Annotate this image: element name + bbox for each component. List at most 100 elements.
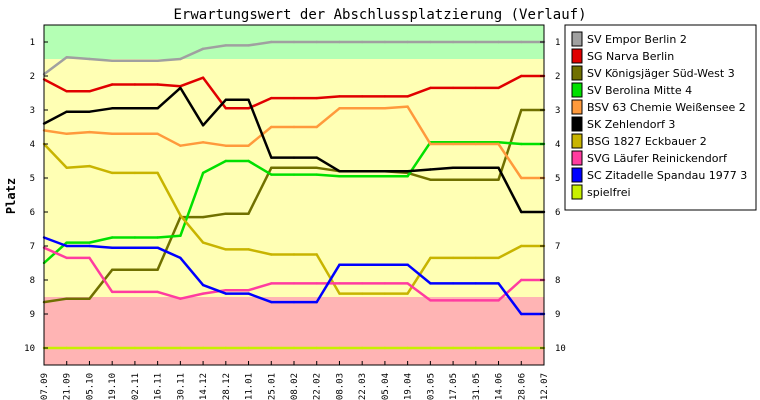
data-point-s7-5 (133, 171, 137, 175)
chart-title: Erwartungswert der Abschlussplatzierung … (173, 7, 586, 23)
data-point-s10-2 (65, 346, 68, 350)
data-point-s5-3 (88, 130, 91, 134)
data-point-s2-18 (429, 86, 432, 90)
y-tick-label-left-2: 2 (30, 72, 35, 82)
legend-swatch-10 (571, 184, 583, 200)
data-point-s9-9 (224, 292, 228, 295)
y-tick-label-left-8: 8 (30, 276, 35, 286)
data-point-s10-14 (338, 346, 341, 350)
data-point-s9-10 (247, 292, 250, 295)
data-point-s1-22 (520, 40, 523, 44)
data-point-s3-5 (133, 268, 137, 271)
y-ticks-right: 1 2 3 4 5 6 7 8 9 10 (540, 38, 566, 354)
data-point-s9-21 (497, 282, 500, 285)
data-point-s6-15 (360, 170, 364, 173)
data-point-s8-7 (179, 297, 182, 300)
data-point-s2-8 (201, 76, 205, 79)
data-point-s3-3 (88, 297, 91, 300)
x-tick-label-4: 19.10 (108, 373, 118, 400)
data-point-s6-2 (65, 110, 68, 113)
data-point-s8-20 (474, 299, 478, 302)
data-point-s5-15 (360, 107, 364, 110)
data-point-s9-5 (133, 246, 137, 249)
data-point-s8-4 (110, 290, 114, 294)
data-point-s1-3 (88, 57, 91, 61)
data-point-s8-15 (360, 282, 364, 285)
data-point-s10-20 (474, 346, 478, 350)
x-tick-label-15: 22.03 (358, 373, 368, 400)
x-tick-label-8: 14.12 (199, 373, 209, 400)
data-point-s5-5 (133, 132, 137, 135)
data-point-s2-20 (474, 86, 478, 90)
data-point-s9-3 (88, 244, 91, 248)
data-point-s3-19 (451, 178, 455, 181)
data-point-s2-13 (315, 96, 318, 100)
data-point-s9-18 (429, 282, 432, 285)
y-tick-label-right-8: 8 (555, 276, 560, 286)
data-point-s2-17 (406, 95, 409, 98)
data-point-s1-16 (383, 40, 387, 44)
data-point-s6-5 (133, 107, 137, 110)
data-point-s8-10 (247, 289, 250, 292)
data-point-s2-15 (360, 95, 364, 98)
y-tick-label-right-6: 6 (555, 208, 560, 218)
data-point-s5-13 (315, 125, 318, 129)
data-point-s8-21 (497, 299, 500, 302)
y-tick-label-right-5: 5 (555, 174, 560, 184)
legend-label-1: SV Empor Berlin 2 (587, 33, 687, 46)
data-point-s10-4 (110, 346, 114, 350)
plot-bands (44, 25, 544, 365)
data-point-s4-5 (133, 236, 137, 239)
data-point-s5-14 (338, 107, 341, 110)
data-point-s9-15 (360, 263, 364, 266)
data-point-s1-2 (65, 56, 68, 59)
data-point-s5-12 (292, 125, 296, 129)
data-point-s6-13 (315, 156, 318, 159)
data-point-s10-10 (247, 346, 250, 350)
data-point-s3-2 (65, 297, 68, 300)
data-point-s9-4 (110, 246, 114, 249)
data-point-s8-14 (338, 282, 341, 285)
data-point-s6-3 (88, 110, 91, 113)
legend-label-6: SK Zehlendorf 3 (587, 118, 675, 131)
data-point-s2-11 (270, 96, 273, 100)
y-tick-label-left-10: 10 (24, 344, 35, 354)
data-point-s4-10 (247, 159, 250, 163)
x-tick-label-22: 28.06 (517, 373, 527, 400)
legend-label-10: spielfrei (587, 186, 631, 199)
x-tick-label-18: 03.05 (426, 373, 436, 400)
data-point-s7-6 (156, 171, 159, 175)
data-point-s9-22 (520, 312, 523, 316)
data-point-s7-22 (520, 244, 523, 248)
legend-swatch-5 (571, 99, 583, 115)
data-point-s8-9 (224, 289, 228, 292)
data-point-s1-9 (224, 44, 228, 47)
data-point-s3-18 (429, 178, 432, 181)
data-point-s4-17 (406, 175, 409, 178)
legend-swatch-6 (571, 116, 583, 132)
data-point-s5-4 (110, 132, 114, 135)
data-point-s7-12 (292, 253, 296, 256)
data-point-s9-7 (179, 256, 182, 260)
data-point-s3-8 (201, 215, 205, 219)
data-point-s7-15 (360, 292, 364, 295)
data-point-s1-8 (201, 47, 205, 50)
legend-label-4: SV Berolina Mitte 4 (587, 84, 692, 97)
data-point-s7-16 (383, 292, 387, 295)
data-point-s9-14 (338, 263, 341, 266)
data-point-s10-12 (292, 346, 296, 350)
legend-label-2: SG Narva Berlin (587, 50, 674, 63)
data-point-s3-6 (156, 268, 159, 271)
data-point-s2-22 (520, 74, 523, 78)
legend-label-3: SV Königsjäger Süd-West 3 (587, 67, 735, 80)
data-point-s10-18 (429, 346, 432, 350)
data-point-s8-5 (133, 290, 137, 294)
x-tick-label-11: 25.01 (267, 373, 277, 400)
data-point-s4-2 (65, 241, 68, 244)
y-tick-label-right-9: 9 (555, 310, 560, 320)
x-ticks: 07.09 21.09 05.10 19.10 02.11 16.11 30.11 14.12… (40, 361, 550, 400)
data-point-s9-6 (156, 246, 159, 249)
data-point-s4-11 (270, 173, 273, 176)
data-point-s4-8 (201, 171, 205, 175)
legend-swatch-2 (571, 48, 583, 64)
